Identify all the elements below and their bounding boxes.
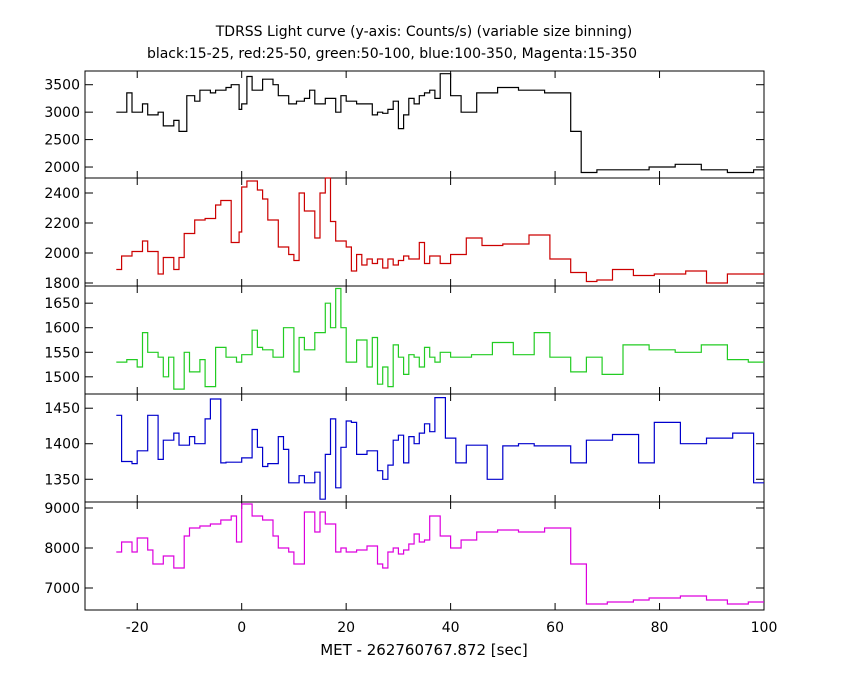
y-tick-label: 2000 xyxy=(44,160,80,176)
x-axis-label: MET - 262760767.872 [sec] xyxy=(320,641,528,659)
panel-3: 1500 1550 1600 1650 xyxy=(44,285,765,395)
y-tick-label: 2400 xyxy=(44,186,80,202)
panel-frame xyxy=(84,285,765,395)
y-tick-label: 1350 xyxy=(44,472,80,488)
y-tick-label: 1600 xyxy=(44,321,80,337)
chart-subtitle: black:15-25, red:25-50, green:50-100, bl… xyxy=(147,46,637,62)
series-line-4 xyxy=(116,397,764,500)
y-tick-label: 9000 xyxy=(44,501,80,517)
series-line-5 xyxy=(116,503,764,605)
x-tick-label: 40 xyxy=(442,620,460,636)
y-tick-label: 8000 xyxy=(44,541,80,557)
y-tick-label: 3000 xyxy=(44,105,80,121)
panels-group: 2000 2500 3000 3500 1800 2000 2200 2400 1500 1550… xyxy=(44,70,765,611)
x-tick-label: 100 xyxy=(751,620,778,636)
y-tick-label: 2000 xyxy=(44,246,80,262)
chart-title: TDRSS Light curve (y-axis: Counts/s) (va… xyxy=(215,24,633,40)
series-line-1 xyxy=(116,73,764,174)
x-tick-label: 80 xyxy=(651,620,669,636)
y-tick-label: 3500 xyxy=(44,78,80,94)
y-tick-label: 2200 xyxy=(44,216,80,232)
y-tick-label: 1800 xyxy=(44,276,80,292)
y-tick-label: 2500 xyxy=(44,133,80,149)
y-tick-label: 1400 xyxy=(44,437,80,453)
x-tick-label: 60 xyxy=(546,620,564,636)
y-tick-label: 1650 xyxy=(44,296,80,312)
panel-1: 2000 2500 3000 3500 xyxy=(44,70,765,179)
x-tick-label: -20 xyxy=(126,620,149,636)
panel-frame xyxy=(84,177,765,287)
panel-frame xyxy=(84,501,765,611)
panel-4: 1350 1400 1450 xyxy=(44,393,765,503)
x-tick-label: 0 xyxy=(237,620,246,636)
panel-frame xyxy=(84,393,765,503)
x-tick-label: 20 xyxy=(337,620,355,636)
x-axis: -20 0 20 40 60 80 100 xyxy=(126,620,778,636)
y-tick-label: 7000 xyxy=(44,581,80,597)
series-line-2 xyxy=(116,177,764,284)
series-line-3 xyxy=(116,287,764,390)
y-tick-label: 1550 xyxy=(44,345,80,361)
panel-2: 1800 2000 2200 2400 xyxy=(44,177,765,292)
y-tick-label: 1450 xyxy=(44,401,80,417)
panel-5: 7000 8000 9000 xyxy=(44,501,765,611)
y-tick-label: 1500 xyxy=(44,370,80,386)
